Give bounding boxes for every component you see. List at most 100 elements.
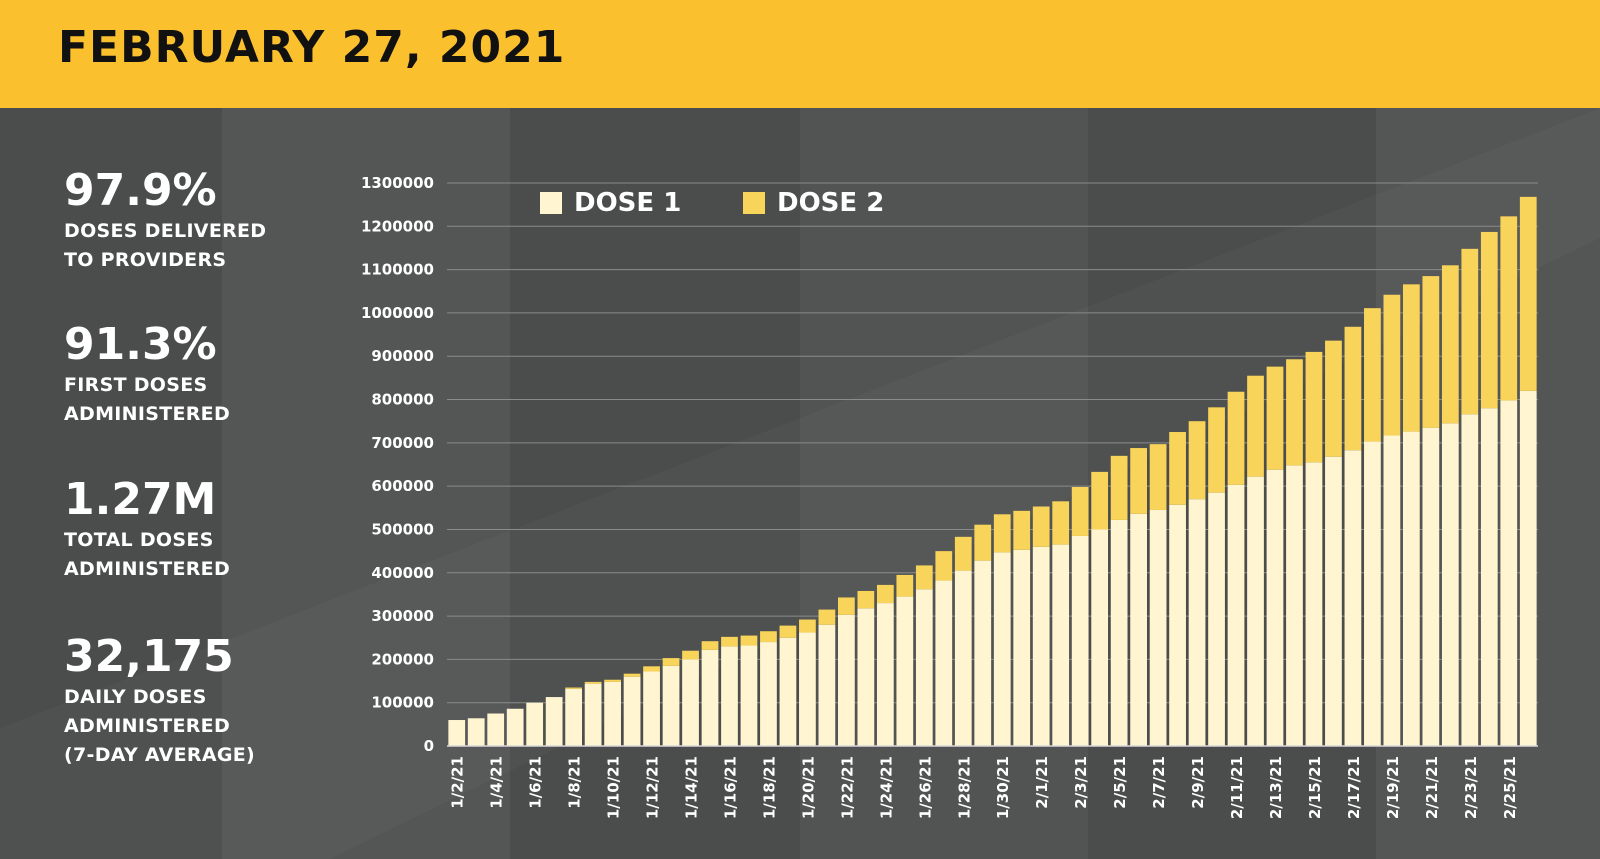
bar-dose2: [1305, 351, 1323, 463]
bar-dose2: [740, 635, 758, 646]
stat-label: FIRST DOSES ADMINISTERED: [64, 374, 231, 425]
bar-dose2: [604, 679, 621, 682]
y-tick-label: 700000: [371, 434, 434, 452]
bar-dose1: [1110, 519, 1128, 746]
bar-dose2: [1208, 407, 1225, 493]
bar-dose1: [1422, 427, 1440, 746]
bar-dose2: [584, 681, 602, 684]
header-bar: FEBRUARY 27, 2021: [0, 0, 1600, 108]
bar-dose1: [545, 697, 563, 746]
bar-dose2: [643, 666, 660, 672]
bar-dose2: [1091, 471, 1109, 530]
bar-dose1: [1169, 504, 1186, 746]
bar-dose1: [1188, 499, 1206, 746]
bar-dose2: [915, 565, 933, 590]
y-tick-label: 500000: [371, 520, 434, 538]
bar-dose1: [740, 645, 758, 746]
bar-dose1: [838, 614, 855, 746]
bar-dose1: [1052, 544, 1070, 746]
x-tick-label: 1/8/21: [566, 756, 584, 809]
bar-dose1: [701, 649, 719, 746]
bar-dose1: [467, 718, 485, 746]
bar-dose1: [896, 596, 914, 746]
y-tick-label: 0: [424, 737, 434, 755]
bar-dose2: [1169, 432, 1186, 505]
bar-dose1: [1383, 435, 1401, 746]
x-tick-label: 1/10/21: [605, 756, 623, 819]
bar-dose2: [1500, 216, 1518, 401]
bar-dose1: [818, 624, 836, 746]
bar-dose1: [604, 681, 621, 746]
bar-dose1: [1032, 546, 1050, 746]
stat-label: DOSES DELIVERED TO PROVIDERS: [64, 220, 267, 271]
bar-dose1: [1325, 456, 1342, 746]
bar-dose1: [662, 665, 680, 746]
bar-dose1: [1461, 414, 1479, 746]
stat-doses-delivered: 97.9% DOSES DELIVERED TO PROVIDERS: [64, 165, 266, 275]
bar-dose1: [487, 713, 505, 746]
stat-total-doses: 1.27M TOTAL DOSES ADMINISTERED: [64, 474, 230, 584]
bar-dose1: [1266, 469, 1284, 746]
bar-dose1: [721, 646, 738, 746]
x-tick-label: 1/22/21: [838, 756, 856, 819]
bar-dose2: [1325, 340, 1342, 457]
x-tick-label: 1/18/21: [760, 756, 778, 819]
bar-dose1: [993, 552, 1011, 746]
bar-dose2: [1519, 196, 1537, 391]
legend-label-dose1: DOSE 1: [574, 188, 682, 218]
x-tick-label: 1/30/21: [994, 756, 1012, 819]
x-tick-label: 1/16/21: [721, 756, 739, 819]
bar-dose1: [915, 589, 933, 746]
bar-dose1: [857, 608, 875, 746]
bar-dose2: [1110, 455, 1128, 520]
bar-dose2: [1052, 501, 1070, 545]
legend-dose1: DOSE 1: [540, 188, 681, 218]
x-tick-label: 2/3/21: [1072, 756, 1090, 809]
bar-dose2: [1480, 231, 1498, 409]
bar-dose1: [876, 603, 894, 746]
bar-dose2: [1383, 294, 1401, 436]
y-tick-label: 800000: [371, 391, 434, 409]
x-tick-label: 2/11/21: [1228, 756, 1246, 819]
x-tick-label: 2/5/21: [1111, 756, 1129, 809]
bar-dose2: [1227, 391, 1245, 485]
bar-dose2: [1013, 510, 1031, 550]
bar-dose2: [682, 650, 699, 660]
bar-dose1: [1091, 529, 1109, 746]
bar-dose1: [1305, 462, 1323, 746]
bar-dose2: [1286, 359, 1303, 466]
bar-dose1: [760, 642, 777, 746]
bar-dose1: [1364, 441, 1381, 746]
stat-first-doses: 91.3% FIRST DOSES ADMINISTERED: [64, 319, 230, 429]
bar-dose2: [1130, 448, 1147, 514]
x-tick-label: 1/4/21: [488, 756, 506, 809]
stat-label: DAILY DOSES ADMINISTERED (7-DAY AVERAGE): [64, 686, 256, 766]
x-tick-label: 2/13/21: [1267, 756, 1285, 819]
bar-dose1: [506, 708, 524, 746]
x-tick-label: 2/25/21: [1501, 756, 1519, 819]
bar-dose2: [1266, 366, 1284, 470]
stat-value: 1.27M: [64, 474, 217, 525]
bar-dose1: [643, 671, 660, 746]
x-tick-label: 2/23/21: [1462, 756, 1480, 819]
x-tick-label: 2/7/21: [1150, 756, 1168, 809]
bar-dose1: [974, 560, 992, 746]
y-tick-label: 1300000: [361, 174, 434, 192]
x-tick-label: 1/14/21: [683, 756, 701, 819]
bar-dose1: [1013, 549, 1031, 746]
x-tick-label: 1/6/21: [527, 756, 545, 809]
x-tick-label: 1/2/21: [449, 756, 467, 809]
bar-dose2: [662, 658, 680, 666]
x-tick-label: 1/12/21: [644, 756, 662, 819]
x-tick-label: 2/17/21: [1345, 756, 1363, 819]
bar-dose2: [896, 574, 914, 597]
bar-dose1: [1344, 450, 1362, 746]
bar-dose2: [799, 619, 816, 633]
bar-dose2: [565, 687, 583, 689]
bar-dose2: [623, 673, 641, 677]
bar-dose1: [1519, 390, 1537, 746]
y-tick-label: 1100000: [361, 261, 434, 279]
bar-dose2: [1247, 375, 1264, 477]
y-tick-label: 300000: [371, 607, 434, 625]
